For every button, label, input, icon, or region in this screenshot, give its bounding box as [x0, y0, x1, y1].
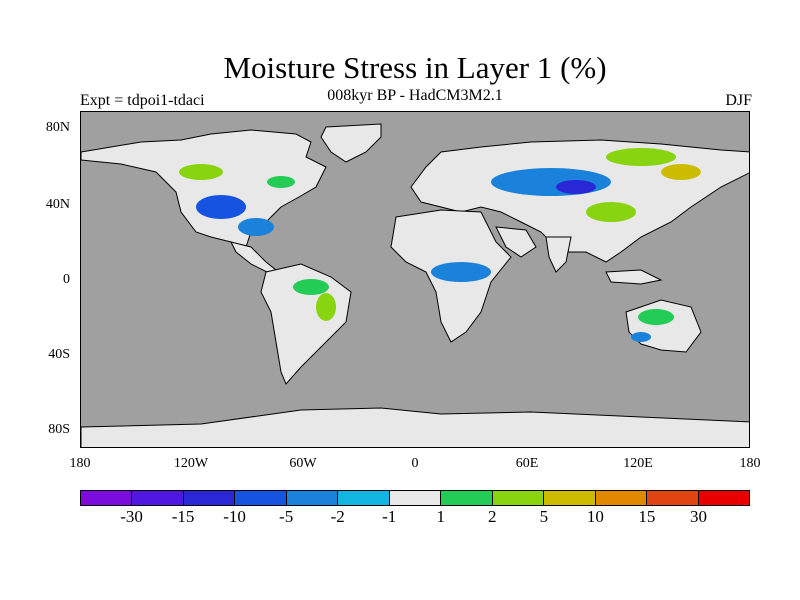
- colorbar-cell: [492, 491, 545, 505]
- anomaly-na-green2: [267, 176, 295, 188]
- lat-tick-0: 0: [63, 272, 70, 287]
- lon-tick-60e: 60E: [515, 456, 539, 471]
- lat-tick-80s: 80S: [48, 422, 70, 437]
- colorbar-label: 30: [689, 507, 707, 526]
- colorbar-label: 1: [436, 507, 446, 526]
- colorbar-cell: [544, 491, 596, 505]
- colorbar-cell: [441, 491, 493, 505]
- lon-tick-120w: 120W: [173, 456, 209, 471]
- land-greenland: [320, 123, 382, 163]
- anomaly-siberia-yellow: [661, 164, 701, 180]
- world-map: [81, 112, 749, 447]
- lat-tick-40s: 40S: [48, 347, 70, 362]
- map-panel: [80, 111, 750, 448]
- colorbar-cell: [81, 491, 133, 505]
- anomaly-asia-blue: [491, 168, 611, 196]
- land-antarctica: [81, 407, 749, 447]
- colorbar-label: -10: [223, 507, 246, 526]
- colorbar-label: -2: [330, 507, 345, 526]
- colorbar-cell: [389, 491, 442, 505]
- lon-tick-60w: 60W: [289, 456, 317, 471]
- colorbar-cell: [338, 491, 390, 505]
- colorbar-cell: [183, 491, 236, 505]
- colorbar-cell: [647, 491, 699, 505]
- lon-tick-180w: 180: [69, 456, 91, 471]
- colorbar: [80, 490, 750, 506]
- lon-tick-180e: 180: [739, 456, 761, 471]
- colorbar-label: 15: [638, 507, 656, 526]
- colorbar-label: 10: [586, 507, 604, 526]
- anomaly-sa-green2: [316, 293, 336, 321]
- colorbar-cell: [595, 491, 648, 505]
- colorbar-label: 2: [488, 507, 497, 526]
- season-label: DJF: [725, 92, 752, 109]
- colorbar-cell: [698, 491, 750, 505]
- chart-title: Moisture Stress in Layer 1 (%): [223, 50, 607, 85]
- landmasses: [81, 123, 749, 447]
- land-india: [545, 236, 572, 273]
- lat-tick-80n: 80N: [45, 120, 70, 135]
- colorbar-cell: [286, 491, 339, 505]
- colorbar-cell: [235, 491, 287, 505]
- colorbar-label: -1: [382, 507, 397, 526]
- colorbar-label: -5: [279, 507, 294, 526]
- anomaly-au-green: [638, 309, 674, 325]
- anomaly-na-blue: [196, 195, 246, 219]
- lat-tick-40n: 40N: [45, 197, 70, 212]
- anomaly-na-blue2: [238, 218, 274, 236]
- experiment-label: Expt = tdpoi1-tdaci: [80, 92, 205, 109]
- anomaly-patches: [179, 148, 701, 342]
- lon-tick-120e: 120E: [623, 456, 653, 471]
- colorbar-label: -30: [120, 507, 143, 526]
- anomaly-asia-green: [586, 202, 636, 222]
- anomaly-na-green: [179, 164, 223, 180]
- anomaly-au-blue: [631, 332, 651, 342]
- colorbar-label: -15: [171, 507, 195, 526]
- chart-subtitle: 008kyr BP - HadCM3M2.1: [327, 87, 503, 104]
- land-north-america: [81, 129, 327, 248]
- anomaly-asia-darkblue: [556, 180, 596, 194]
- colorbar-cell: [132, 491, 184, 505]
- colorbar-label: 5: [539, 507, 549, 526]
- anomaly-sa-green: [293, 279, 329, 295]
- anomaly-af-blue: [431, 262, 491, 282]
- land-arabia: [495, 226, 537, 258]
- anomaly-siberia-green: [606, 148, 676, 166]
- land-se-asia: [605, 269, 663, 285]
- lon-tick-0: 0: [411, 456, 419, 471]
